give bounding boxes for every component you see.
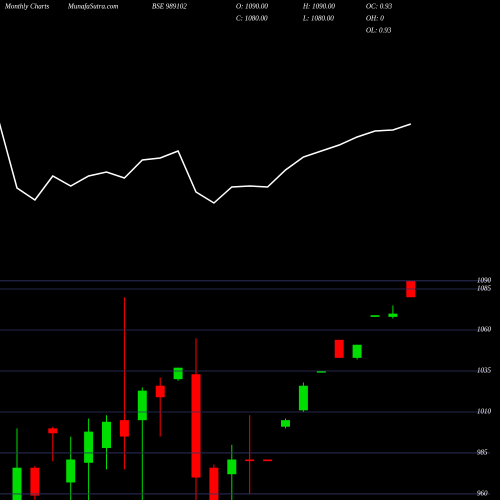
candle-body — [12, 467, 22, 500]
candle-body — [137, 390, 147, 421]
stat: H: 1090.00 — [302, 3, 335, 11]
candle-body — [155, 385, 165, 398]
y-tick-label: 985 — [477, 449, 488, 457]
candle-body — [263, 459, 273, 462]
candle-body — [209, 467, 219, 500]
candle-body — [119, 420, 129, 437]
candle-body — [298, 385, 308, 411]
y-tick-label: 960 — [477, 490, 488, 498]
candle-body — [227, 459, 237, 475]
symbol: BSE 989102 — [152, 3, 187, 11]
candle-body — [370, 315, 380, 317]
y-tick-label: 1010 — [477, 408, 492, 416]
y-tick-label: 1035 — [477, 367, 492, 375]
candle-body — [334, 339, 344, 358]
stat: OH: 0 — [366, 15, 384, 23]
candle-body — [173, 367, 183, 380]
candle-body — [388, 313, 398, 317]
stat: C: 1080.00 — [236, 15, 268, 23]
candle-body — [191, 374, 201, 478]
candle-body — [245, 459, 255, 462]
y-tick-label: 1060 — [477, 326, 492, 334]
y-tick-label: 1090 — [477, 276, 492, 284]
candle-body — [30, 467, 40, 496]
stat: L: 1080.00 — [302, 15, 334, 23]
candle-body — [281, 420, 290, 427]
line-series — [0, 122, 412, 204]
stat: OC: 0.93 — [366, 3, 393, 11]
site-name: MunafaSutra.com — [67, 3, 118, 11]
candle-body — [102, 421, 111, 449]
candle-body — [48, 428, 58, 434]
y-tick-label: 1085 — [477, 285, 492, 293]
candle-body — [66, 459, 76, 483]
candle-body — [84, 431, 94, 463]
candle-body — [316, 370, 326, 373]
candle-body — [352, 344, 362, 358]
stat: O: 1090.00 — [236, 3, 268, 11]
stat: OL: 0.93 — [366, 27, 392, 35]
chart-title: Monthly Charts — [4, 3, 49, 11]
plot — [12, 280, 416, 500]
